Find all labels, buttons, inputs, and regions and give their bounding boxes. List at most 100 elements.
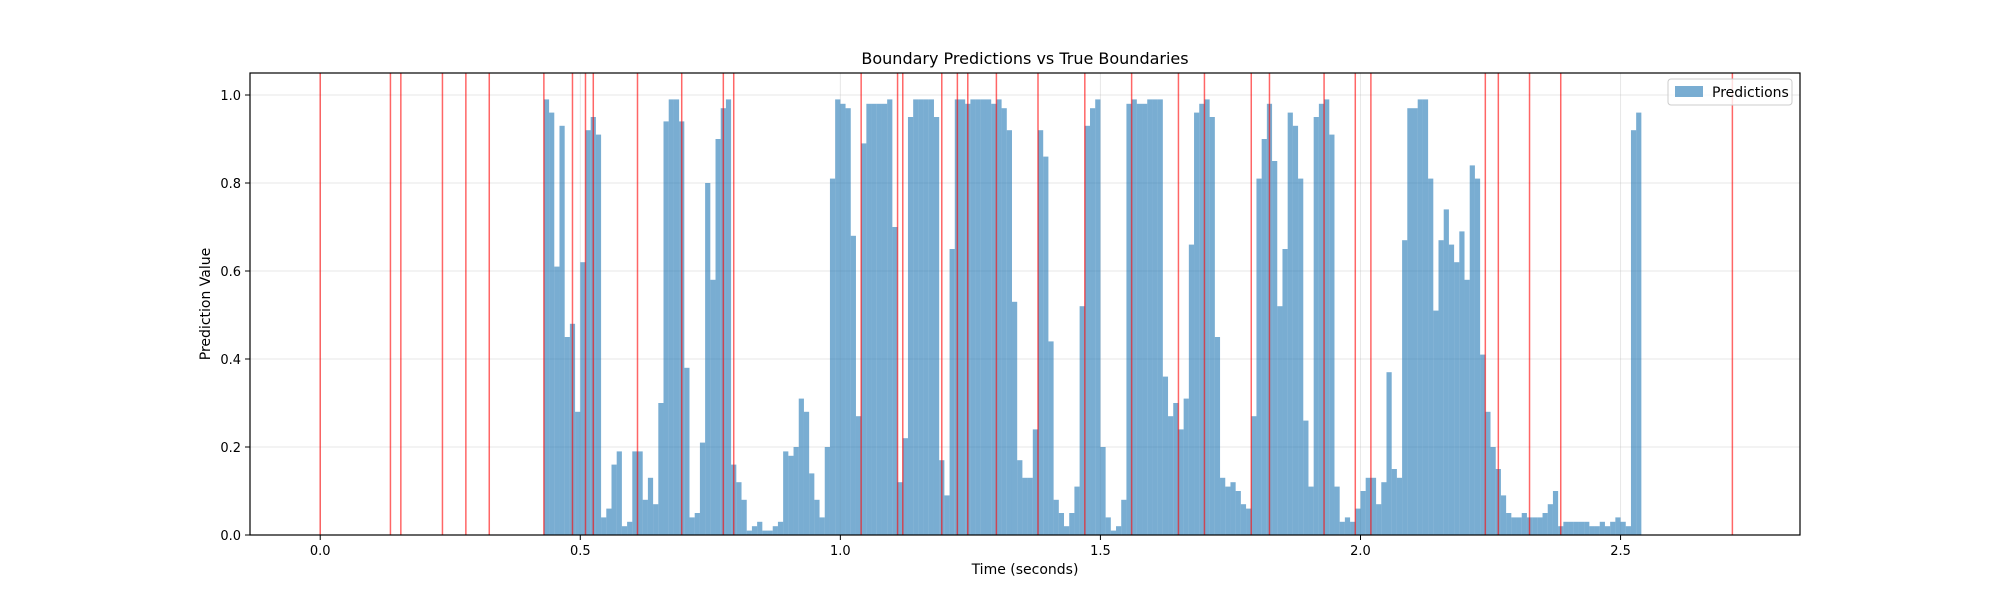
prediction-bar xyxy=(1376,504,1382,535)
prediction-bar xyxy=(1428,178,1434,535)
prediction-bar xyxy=(1183,398,1189,535)
prediction-bar xyxy=(616,451,622,535)
prediction-bar xyxy=(1147,99,1153,536)
prediction-bar xyxy=(606,508,612,535)
prediction-bar xyxy=(1386,372,1392,535)
prediction-bar xyxy=(1547,504,1553,535)
y-axis-label: Prediction Value xyxy=(198,248,214,360)
prediction-bar xyxy=(762,530,768,535)
prediction-bar xyxy=(1365,477,1371,535)
prediction-bar xyxy=(1433,310,1439,535)
prediction-bar xyxy=(861,143,867,535)
prediction-bar xyxy=(1142,103,1148,536)
prediction-bar xyxy=(1064,526,1070,535)
prediction-bar xyxy=(1298,178,1304,535)
prediction-bar xyxy=(1490,447,1496,535)
prediction-bar xyxy=(1350,521,1356,535)
y-axis-ticks: 0.0 0.2 0.4 0.6 0.8 1.0 xyxy=(220,89,250,544)
prediction-bar xyxy=(1126,103,1132,536)
prediction-bar xyxy=(1402,240,1408,535)
prediction-bar xyxy=(1084,125,1091,536)
prediction-bar xyxy=(1069,513,1075,535)
prediction-bar xyxy=(819,517,825,535)
prediction-bar xyxy=(1469,165,1475,535)
prediction-bar xyxy=(1568,521,1574,535)
prediction-bar xyxy=(803,411,810,535)
prediction-bar xyxy=(1074,486,1080,535)
prediction-bar xyxy=(1542,513,1548,535)
prediction-bar xyxy=(575,411,581,535)
prediction-bar xyxy=(1313,117,1319,535)
prediction-bar xyxy=(1532,517,1538,535)
prediction-bar xyxy=(1516,517,1522,535)
prediction-bar xyxy=(949,249,955,535)
prediction-bar xyxy=(975,99,981,536)
prediction-bar xyxy=(751,526,758,535)
true-boundary-lines xyxy=(319,73,1734,535)
prediction-bar xyxy=(1480,354,1486,535)
prediction-bar xyxy=(1454,262,1460,535)
prediction-bar xyxy=(1235,491,1241,535)
prediction-bar xyxy=(1121,499,1127,535)
prediction-bar xyxy=(850,235,856,536)
y-tick-label: 0.6 xyxy=(220,265,241,280)
prediction-bar xyxy=(1053,499,1059,535)
prediction-bar xyxy=(1573,521,1579,535)
prediction-bar xyxy=(1173,403,1179,535)
prediction-bar xyxy=(1438,240,1444,535)
prediction-bar xyxy=(668,99,674,536)
prediction-bar xyxy=(1240,504,1247,535)
legend-label-predictions: Predictions xyxy=(1712,85,1789,101)
prediction-bar xyxy=(1329,134,1335,535)
chart-title: Boundary Predictions vs True Boundaries xyxy=(861,49,1188,68)
prediction-bar xyxy=(1485,411,1491,535)
prediction-bar xyxy=(1105,517,1111,535)
prediction-bar xyxy=(746,530,752,535)
prediction-bar xyxy=(824,447,830,535)
x-tick-label: 0.0 xyxy=(310,544,331,559)
plot-frame xyxy=(249,72,1801,536)
prediction-bar xyxy=(1090,108,1096,535)
prediction-bar xyxy=(887,99,893,536)
prediction-bar xyxy=(1355,508,1361,535)
prediction-bar xyxy=(1225,486,1231,535)
prediction-bar xyxy=(923,99,929,536)
prediction-bar xyxy=(1578,521,1585,535)
prediction-bar xyxy=(549,112,555,535)
y-tick-label: 0.8 xyxy=(220,177,241,192)
prediction-bar xyxy=(1537,517,1543,535)
prediction-bar xyxy=(1448,244,1455,535)
x-tick-label: 1.5 xyxy=(1090,544,1111,559)
x-axis-label: Time (seconds) xyxy=(971,562,1079,578)
prediction-bar xyxy=(835,99,841,536)
prediction-bar xyxy=(871,103,877,536)
prediction-bar xyxy=(777,521,784,535)
prediction-bar xyxy=(1011,301,1018,535)
prediction-bar xyxy=(1277,306,1283,535)
prediction-bar xyxy=(970,99,976,536)
prediction-bar xyxy=(1370,477,1377,535)
prediction-bar xyxy=(611,464,617,535)
prediction-bar xyxy=(1620,521,1626,535)
prediction-bar xyxy=(1594,526,1600,535)
prediction-bar xyxy=(1615,517,1621,535)
prediction-bar xyxy=(1209,117,1215,535)
prediction-bar xyxy=(1303,420,1309,535)
x-tick-label: 2.0 xyxy=(1350,544,1371,559)
prediction-bar xyxy=(543,99,550,536)
prediction-bar xyxy=(897,482,903,535)
prediction-bars xyxy=(543,99,1642,536)
prediction-bar xyxy=(840,103,846,536)
prediction-bar xyxy=(918,99,924,536)
prediction-bar xyxy=(689,517,695,535)
prediction-bar xyxy=(1017,460,1023,535)
prediction-bar xyxy=(1604,526,1611,535)
prediction-bar xyxy=(855,416,862,535)
prediction-bar xyxy=(798,398,804,535)
prediction-bar xyxy=(601,517,607,535)
prediction-bar xyxy=(767,530,773,535)
prediction-bar xyxy=(1391,469,1397,535)
prediction-bar xyxy=(1214,337,1221,535)
prediction-bar xyxy=(1027,477,1033,535)
